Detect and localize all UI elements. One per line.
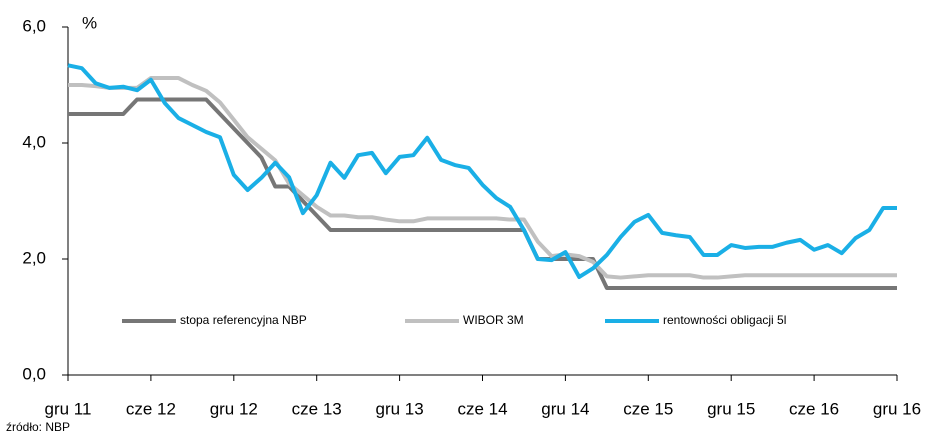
legend-label: stopa referencyjna NBP xyxy=(180,313,307,327)
x-tick-label: cze 14 xyxy=(457,399,507,418)
y-axis-label: % xyxy=(82,13,97,32)
y-tick-label: 0,0 xyxy=(22,364,46,383)
x-tick-label: gru 15 xyxy=(707,399,755,418)
x-tick-label: cze 13 xyxy=(292,399,342,418)
legend-label: WIBOR 3M xyxy=(463,313,524,327)
y-tick-label: 4,0 xyxy=(22,132,46,151)
x-tick-label: gru 12 xyxy=(210,399,258,418)
x-tick-label: gru 11 xyxy=(45,399,92,418)
x-tick-label: cze 15 xyxy=(623,399,673,418)
x-tick-label: gru 16 xyxy=(873,399,921,418)
series-line xyxy=(67,63,897,279)
x-tick-label: cze 12 xyxy=(126,399,176,418)
series-line xyxy=(68,76,897,280)
x-tick-label: cze 16 xyxy=(789,399,839,418)
series-line xyxy=(68,97,897,290)
y-tick-label: 6,0 xyxy=(22,16,46,35)
x-tick-label: gru 13 xyxy=(375,399,423,418)
y-tick-label: 2,0 xyxy=(22,248,46,267)
source: źródło: NBP xyxy=(6,420,70,434)
legend-label: rentowności obligacji 5l xyxy=(663,313,786,327)
x-tick-label: gru 14 xyxy=(541,399,589,418)
